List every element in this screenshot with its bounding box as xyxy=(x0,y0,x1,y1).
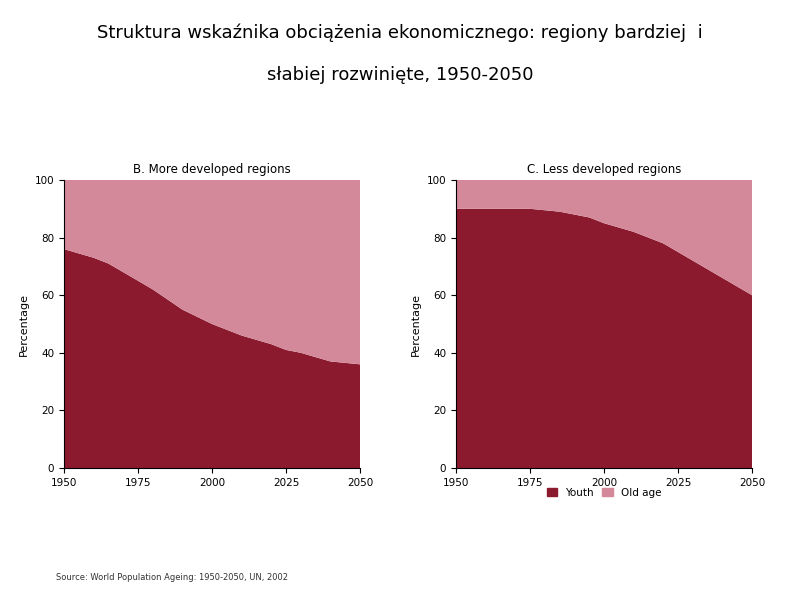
Text: Source: World Population Ageing: 1950-2050, UN, 2002: Source: World Population Ageing: 1950-20… xyxy=(56,573,288,582)
Text: Struktura wskaźnika obciążenia ekonomicznego: regiony bardziej  i: Struktura wskaźnika obciążenia ekonomicz… xyxy=(97,24,703,43)
Y-axis label: Percentage: Percentage xyxy=(19,292,29,355)
Title: B. More developed regions: B. More developed regions xyxy=(133,163,291,176)
Text: słabiej rozwinięte, 1950-2050: słabiej rozwinięte, 1950-2050 xyxy=(266,66,534,84)
Legend: Youth, Old age: Youth, Old age xyxy=(542,484,666,502)
Title: C. Less developed regions: C. Less developed regions xyxy=(527,163,681,176)
Y-axis label: Percentage: Percentage xyxy=(411,292,421,355)
